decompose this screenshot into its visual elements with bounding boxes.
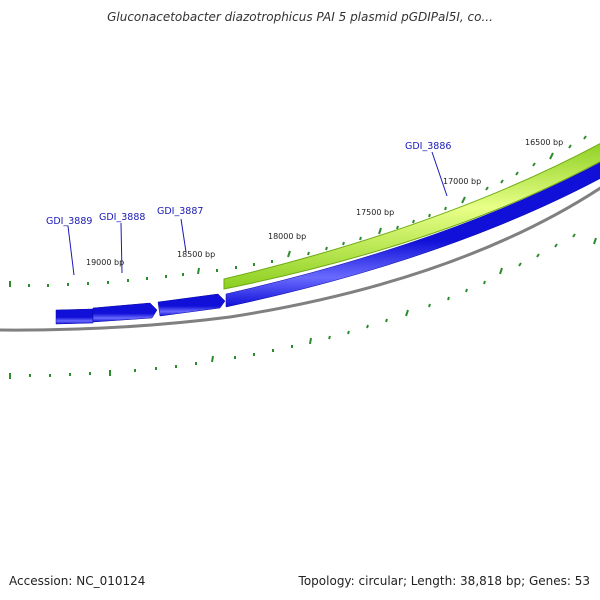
gene-GDI_3889[interactable] (55, 308, 94, 325)
outer-tick-ring (9, 135, 587, 287)
tick-label-17500: 17500 bp (356, 208, 394, 217)
gene-GDI_3888[interactable] (92, 302, 158, 323)
map-title: Gluconacetobacter diazotrophicus PAI 5 p… (107, 10, 493, 24)
plasmid-backbone-line (0, 186, 600, 332)
gene-label-GDI_3889[interactable]: GDI_3889 (46, 216, 92, 227)
forward-strand-arc (225, 162, 600, 308)
accession-label: Accession: NC_010124 (9, 574, 146, 588)
gene-label-GDI_3887[interactable]: GDI_3887 (157, 206, 203, 217)
tick-label-18500: 18500 bp (177, 250, 215, 259)
gene-leader-lines (67, 151, 448, 276)
tick-label-17000: 17000 bp (443, 177, 481, 186)
tick-label-16500: 16500 bp (525, 138, 563, 147)
gene-label-GDI_3886[interactable]: GDI_3886 (405, 141, 451, 152)
gc-content-band (223, 143, 600, 290)
topology-summary: Topology: circular; Length: 38,818 bp; G… (298, 574, 590, 588)
tick-label-18000: 18000 bp (268, 232, 306, 241)
tick-label-19000: 19000 bp (86, 258, 124, 267)
gene-label-GDI_3888[interactable]: GDI_3888 (99, 212, 145, 223)
gene-GDI_3887[interactable] (157, 293, 226, 317)
inner-tick-ring (9, 233, 597, 379)
